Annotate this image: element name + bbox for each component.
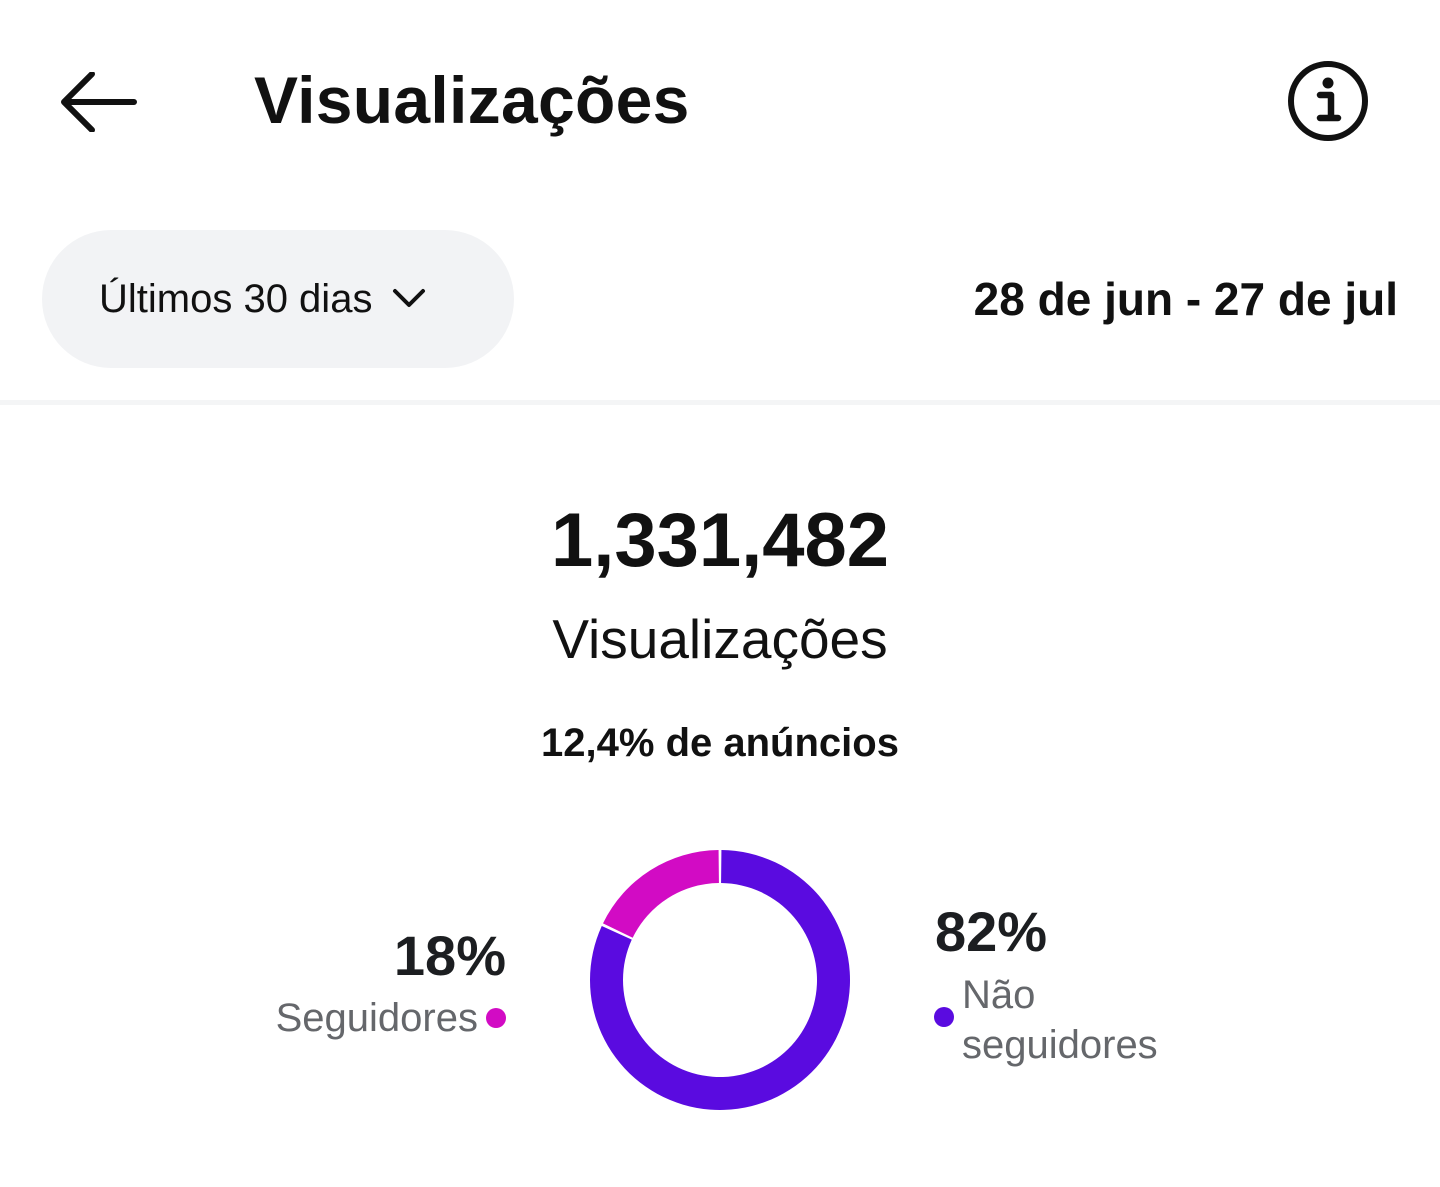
arrow-left-icon (61, 72, 137, 132)
info-button[interactable] (1282, 55, 1374, 147)
legend-followers: Seguidores (276, 992, 506, 1044)
total-views-label: Visualizações (552, 608, 888, 670)
ads-percentage: 12,4% de anúncios (541, 721, 899, 765)
legend-dot-non-followers (934, 1007, 954, 1027)
filter-row: Últimos 30 dias 28 de jun - 27 de jul (0, 230, 1440, 370)
info-circle-icon (1288, 61, 1368, 141)
donut-chart (590, 850, 850, 1110)
period-label: Últimos 30 dias (99, 276, 373, 321)
chevron-down-icon (392, 288, 426, 310)
non-followers-percent: 82% (935, 900, 1048, 963)
period-selector[interactable]: Últimos 30 dias (42, 230, 514, 368)
page-title: Visualizações (254, 63, 690, 137)
total-views-value: 1,331,482 (550, 498, 890, 583)
followers-percent: 18% (393, 924, 506, 987)
header-bar: Visualizações (0, 0, 1440, 200)
back-button[interactable] (50, 60, 146, 144)
legend-dot-followers (486, 1008, 506, 1028)
date-range: 28 de jun - 27 de jul (973, 273, 1398, 325)
legend-non-followers: Não seguidores (934, 970, 1202, 1070)
section-divider (0, 400, 1440, 405)
legend-followers-label: Seguidores (275, 996, 478, 1040)
legend-non-followers-label: Não seguidores (962, 973, 1158, 1067)
donut-slice-followers (602, 850, 719, 938)
